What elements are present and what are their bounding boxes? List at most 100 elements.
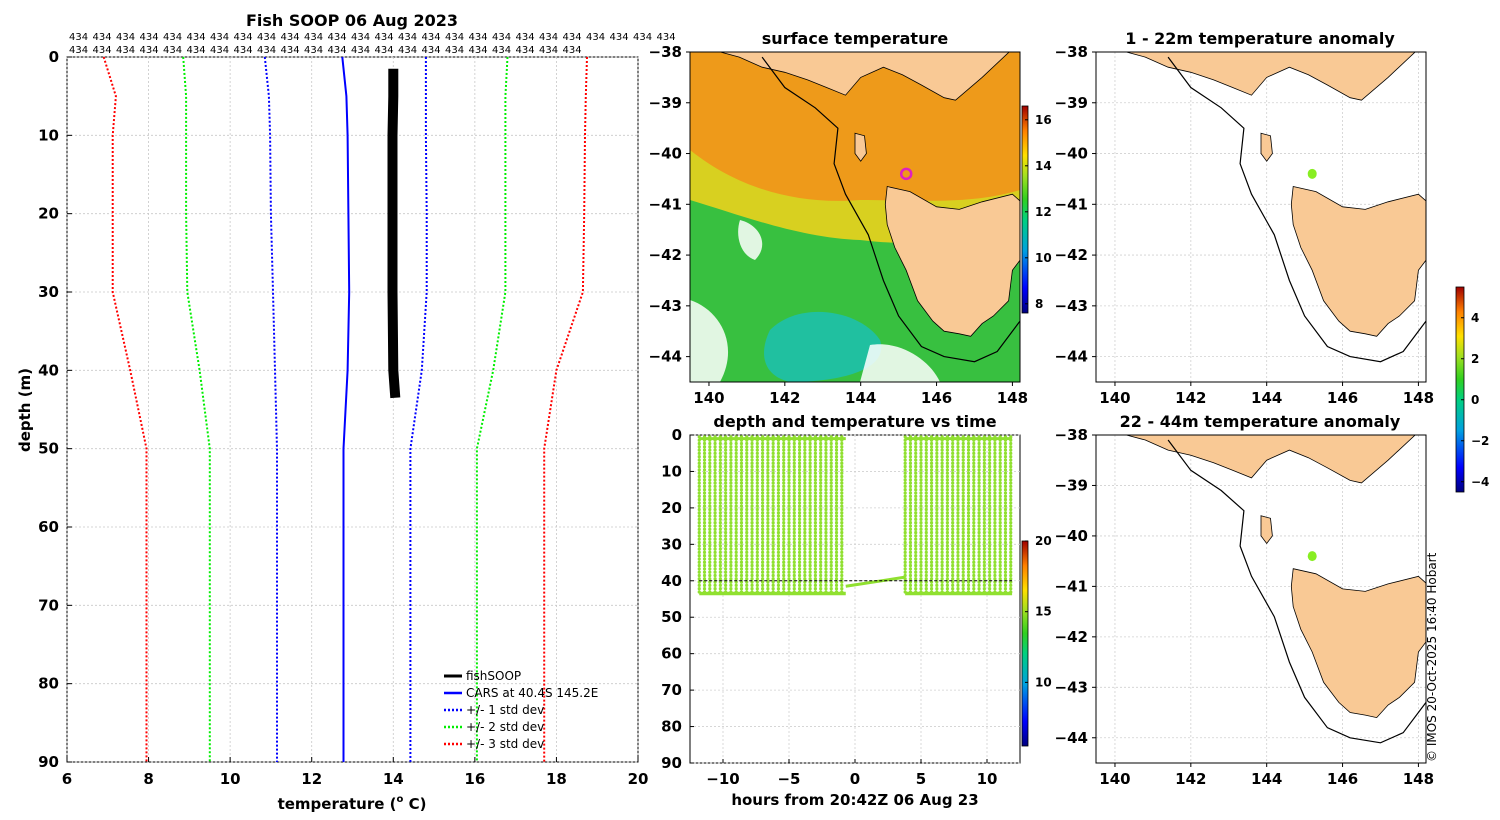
anomaly-shallow-frame: [1095, 51, 1427, 383]
header-label: 434: [539, 32, 558, 43]
y-tick-label: −44: [1055, 729, 1088, 747]
anomaly-shallow-ticks: 140 142 144 146 148 −38 −39 −40 −41 −42 −43 −44: [1055, 43, 1435, 407]
y-tick-label: −41: [1055, 577, 1088, 595]
x-tick-label: 140: [1099, 389, 1130, 407]
colorbar-tick-label: 15: [1035, 605, 1052, 619]
x-tick-label: 144: [1251, 770, 1282, 788]
colorbar-tick-label: 4: [1471, 311, 1479, 325]
header-label: 434: [187, 32, 206, 43]
header-label: 434: [469, 45, 488, 56]
profile-y-label: depth (m): [16, 368, 34, 452]
colorbar-tick-label: 10: [1035, 675, 1052, 689]
y-tick-label: −42: [649, 246, 682, 264]
legend-label-fishsoop: fishSOOP: [466, 669, 521, 683]
y-tick-label: 90: [38, 753, 59, 771]
header-label: 434: [351, 45, 370, 56]
header-label: 434: [93, 32, 112, 43]
header-label: 434: [304, 45, 323, 56]
depth-time-data: [697, 435, 1013, 596]
colorbar-tick-label: 14: [1035, 159, 1052, 173]
series-line-0: [387, 68, 401, 399]
profile-x-label-end: C): [403, 795, 426, 813]
sst-fishsoop-marker: [899, 167, 913, 181]
x-tick-label: 12: [301, 770, 322, 788]
header-label: 434: [210, 45, 229, 56]
colorbar-tick-label: −4: [1471, 475, 1489, 489]
profile-legend: fishSOOP CARS at 40.4S 145.2E +/- 1 std …: [444, 669, 598, 751]
header-label: 434: [69, 32, 88, 43]
depth-time-panel: depth and temperature vs time −10 −5 0 5 10 0…: [661, 412, 1052, 809]
y-tick-label: 60: [38, 518, 59, 536]
x-tick-label: 140: [1099, 770, 1130, 788]
x-tick-label: 10: [220, 770, 241, 788]
colorbar-tick-label: 0: [1471, 393, 1479, 407]
header-label: 434: [492, 45, 511, 56]
header-label: 434: [328, 32, 347, 43]
y-tick-label: 40: [661, 572, 682, 590]
legend-label-std1: +/- 1 std dev: [466, 703, 544, 717]
x-tick-label: 16: [464, 770, 485, 788]
anomaly-shallow-land-tasmania: [1290, 186, 1426, 337]
header-label: 434: [210, 32, 229, 43]
sst-panel: surface temperature 140 142 144 146 148−38−3…: [649, 29, 1052, 407]
y-tick-label: 70: [661, 681, 682, 699]
profile-ticks: 6 8 10 12 14 16 18 20 0 10 20 30 40 50 60 70 80 90: [38, 48, 648, 788]
legend-label-cars: CARS at 40.4S 145.2E: [466, 686, 598, 700]
sst-colorbar: [1021, 105, 1029, 314]
anomaly-deep-field: [1096, 435, 1426, 744]
y-tick-label: 40: [38, 361, 59, 379]
header-label: 434: [69, 45, 88, 56]
header-label: 434: [422, 45, 441, 56]
header-label: 434: [492, 32, 511, 43]
y-tick-label: 0: [49, 48, 59, 66]
header-label: 434: [234, 45, 253, 56]
header-label: 434: [163, 45, 182, 56]
header-label: 434: [257, 32, 276, 43]
sst-ticks: 140 142 144 146 148 −38 −39 −40 −41 −42 −43 −44: [649, 43, 1029, 407]
header-label: 434: [116, 45, 135, 56]
header-label: 434: [375, 45, 394, 56]
header-row-1: 434 434 434 434 434 434 434 434 434 434 434 434 434 4…: [69, 32, 676, 43]
header-label: 434: [516, 45, 535, 56]
x-tick-label: 146: [1327, 770, 1358, 788]
header-label: 434: [116, 32, 135, 43]
header-label: 434: [281, 45, 300, 56]
y-tick-label: 30: [38, 283, 59, 301]
y-tick-label: −42: [1055, 628, 1088, 646]
anomaly-shallow-panel: 1 - 22m temperature anomaly 140 142 144 146…: [1055, 29, 1435, 407]
x-tick-label: 18: [546, 770, 567, 788]
y-tick-label: 80: [661, 718, 682, 736]
sst-title: surface temperature: [762, 29, 949, 48]
x-tick-label: −10: [706, 770, 739, 788]
depth-time-title: depth and temperature vs time: [713, 412, 996, 431]
anomaly-shallow-marker: [1307, 168, 1317, 179]
profile-series: [102, 56, 588, 762]
sst-land-king-island: [854, 132, 867, 162]
header-label: 434: [140, 32, 159, 43]
anomaly-deep-frame: [1095, 434, 1427, 764]
profile-panel: Fish SOOP 06 Aug 2023 434 434 434 434 434 434…: [16, 11, 676, 813]
y-tick-label: −40: [1055, 527, 1088, 545]
depth-time-ticks: −10 −5 0 5 10 0 10 20 30 40 50 60 70 80 90: [661, 426, 997, 788]
y-tick-label: −43: [1055, 297, 1088, 315]
header-label: 434: [234, 32, 253, 43]
x-tick-label: 144: [845, 389, 876, 407]
header-label: 434: [281, 32, 300, 43]
header-label: 434: [187, 45, 206, 56]
anomaly-colorbar-ticks: −4 −2 0 2 4: [1461, 311, 1489, 489]
x-tick-label: 142: [1175, 389, 1206, 407]
credit-text: © IMOS 20-Oct-2025 16:40 Hobart: [1425, 552, 1439, 762]
y-tick-label: −41: [1055, 195, 1088, 213]
legend-label-std3: +/- 3 std dev: [466, 737, 544, 751]
colorbar-tick-label: 20: [1035, 534, 1052, 548]
header-label: 434: [516, 32, 535, 43]
sst-land-mainland: [690, 52, 1010, 101]
y-tick-label: 60: [661, 645, 682, 663]
x-tick-label: −5: [777, 770, 800, 788]
y-tick-label: −42: [1055, 246, 1088, 264]
y-tick-label: 50: [38, 440, 59, 458]
x-tick-label: 142: [769, 389, 800, 407]
y-tick-label: 90: [661, 754, 682, 772]
y-tick-label: 80: [38, 675, 59, 693]
y-tick-label: −39: [1055, 94, 1088, 112]
